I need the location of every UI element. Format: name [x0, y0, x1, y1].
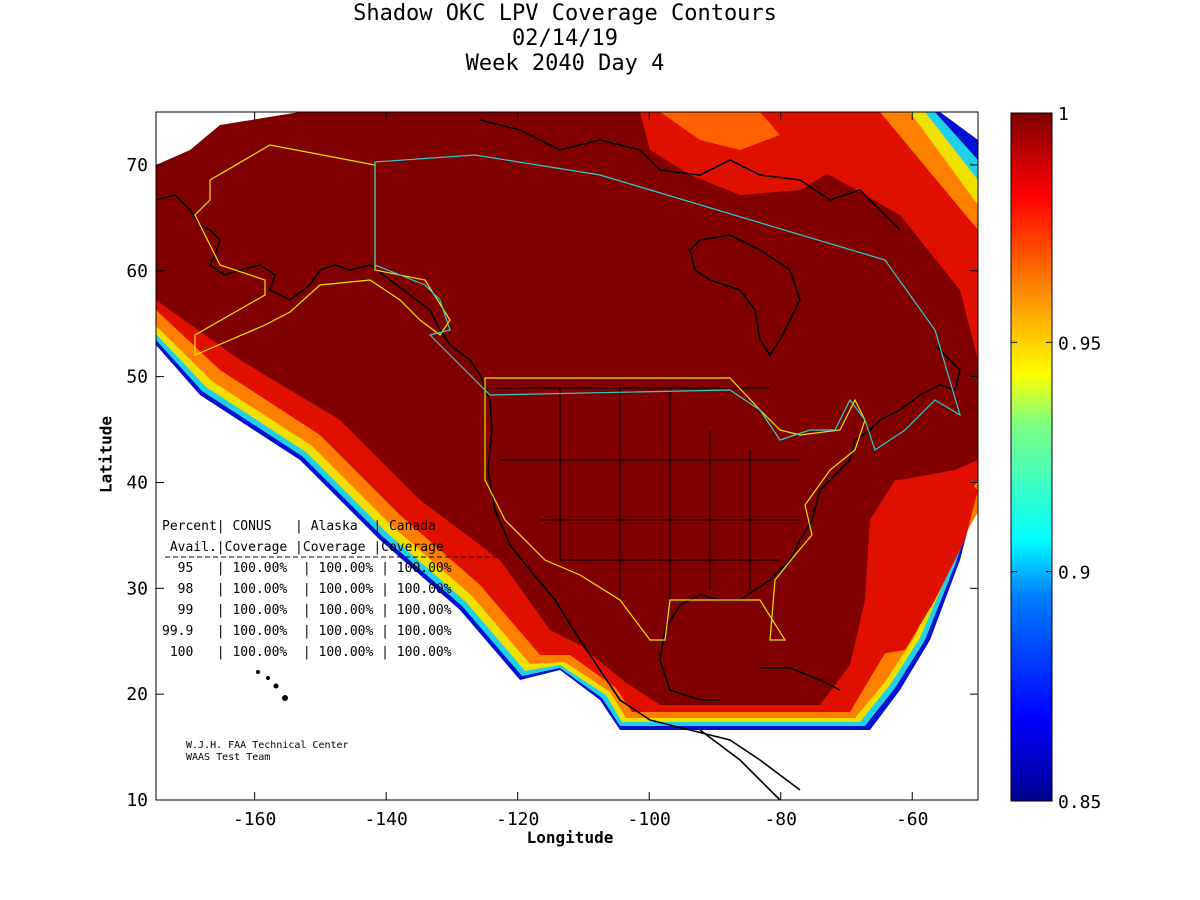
canada-boundary — [374, 154, 962, 451]
x-tick-label: -60 — [896, 809, 929, 830]
colorbar-tick-label: 0.85 — [1058, 792, 1101, 813]
title-line-1: Shadow OKC LPV Coverage Contours — [353, 1, 777, 26]
coastlines — [156, 119, 961, 800]
central-america — [699, 729, 781, 800]
table-header: Percent| CONUS | Alaska | Canada — [162, 519, 436, 534]
coverage-band-max — [156, 112, 978, 705]
colorbar-tick-label: 0.95 — [1058, 333, 1101, 354]
title-line-3: Week 2040 Day 4 — [465, 51, 665, 76]
credit-line: W.J.H. FAA Technical Center — [186, 740, 349, 751]
no-coverage-corner — [156, 112, 300, 165]
colorbar-ticks: 0.85 0.9 0.95 1 — [1011, 104, 1101, 813]
alaska-coast — [156, 194, 491, 401]
atlantic-red-patch — [865, 475, 978, 655]
y-axis-label: Latitude — [96, 415, 116, 494]
table-header: Avail.|Coverage |Coverage |Coverage — [162, 540, 444, 555]
hudson-bay — [689, 234, 801, 357]
x-tick-label: -120 — [496, 809, 539, 830]
x-tick-label: -160 — [233, 809, 276, 830]
arctic-islands — [479, 119, 901, 231]
credit-line: WAAS Test Team — [186, 752, 270, 763]
coverage-statistics-table: Percent| CONUS | Alaska | Canada Avail.|… — [162, 519, 500, 660]
x-axis: -160 -140 -120 -100 -80 -60 — [233, 112, 929, 830]
arctic-orange-patch — [660, 112, 780, 150]
table-row: 99.9 | 100.00% | 100.00% | 100.00% — [162, 624, 452, 639]
coverage-field — [156, 112, 978, 730]
y-tick-label: 10 — [126, 790, 148, 811]
alaska-boundary — [194, 144, 451, 356]
y-axis: 10 20 30 40 50 60 70 — [126, 155, 978, 811]
us-state-borders — [490, 387, 800, 600]
table-row: 98 | 100.00% | 100.00% | 100.00% — [162, 582, 452, 597]
colorbar-tick-label: 1 — [1058, 104, 1069, 125]
table-row: 95 | 100.00% | 100.00% | 100.00% — [162, 561, 452, 576]
y-tick-label: 20 — [126, 684, 148, 705]
y-tick-label: 50 — [126, 367, 148, 388]
x-tick-label: -100 — [628, 809, 671, 830]
cuba — [760, 667, 841, 691]
y-tick-label: 40 — [126, 472, 148, 493]
title-line-2: 02/14/19 — [512, 26, 618, 51]
colorbar — [1010, 112, 1053, 802]
table-row: 100 | 100.00% | 100.00% | 100.00% — [162, 645, 452, 660]
east-coast — [799, 344, 961, 541]
colorbar-tick-label: 0.9 — [1058, 563, 1091, 584]
conus-boundary — [484, 377, 866, 641]
y-tick-label: 30 — [126, 578, 148, 599]
x-axis-label: Longitude — [526, 828, 614, 847]
y-tick-label: 70 — [126, 155, 148, 176]
x-tick-label: -80 — [764, 809, 797, 830]
x-tick-label: -140 — [364, 809, 407, 830]
plot-frame — [155, 111, 979, 801]
hawaii-islands — [256, 670, 288, 701]
y-tick-label: 60 — [126, 261, 148, 282]
table-row: 99 | 100.00% | 100.00% | 100.00% — [162, 603, 452, 618]
west-coast — [487, 399, 801, 791]
gulf-coast — [659, 539, 801, 701]
